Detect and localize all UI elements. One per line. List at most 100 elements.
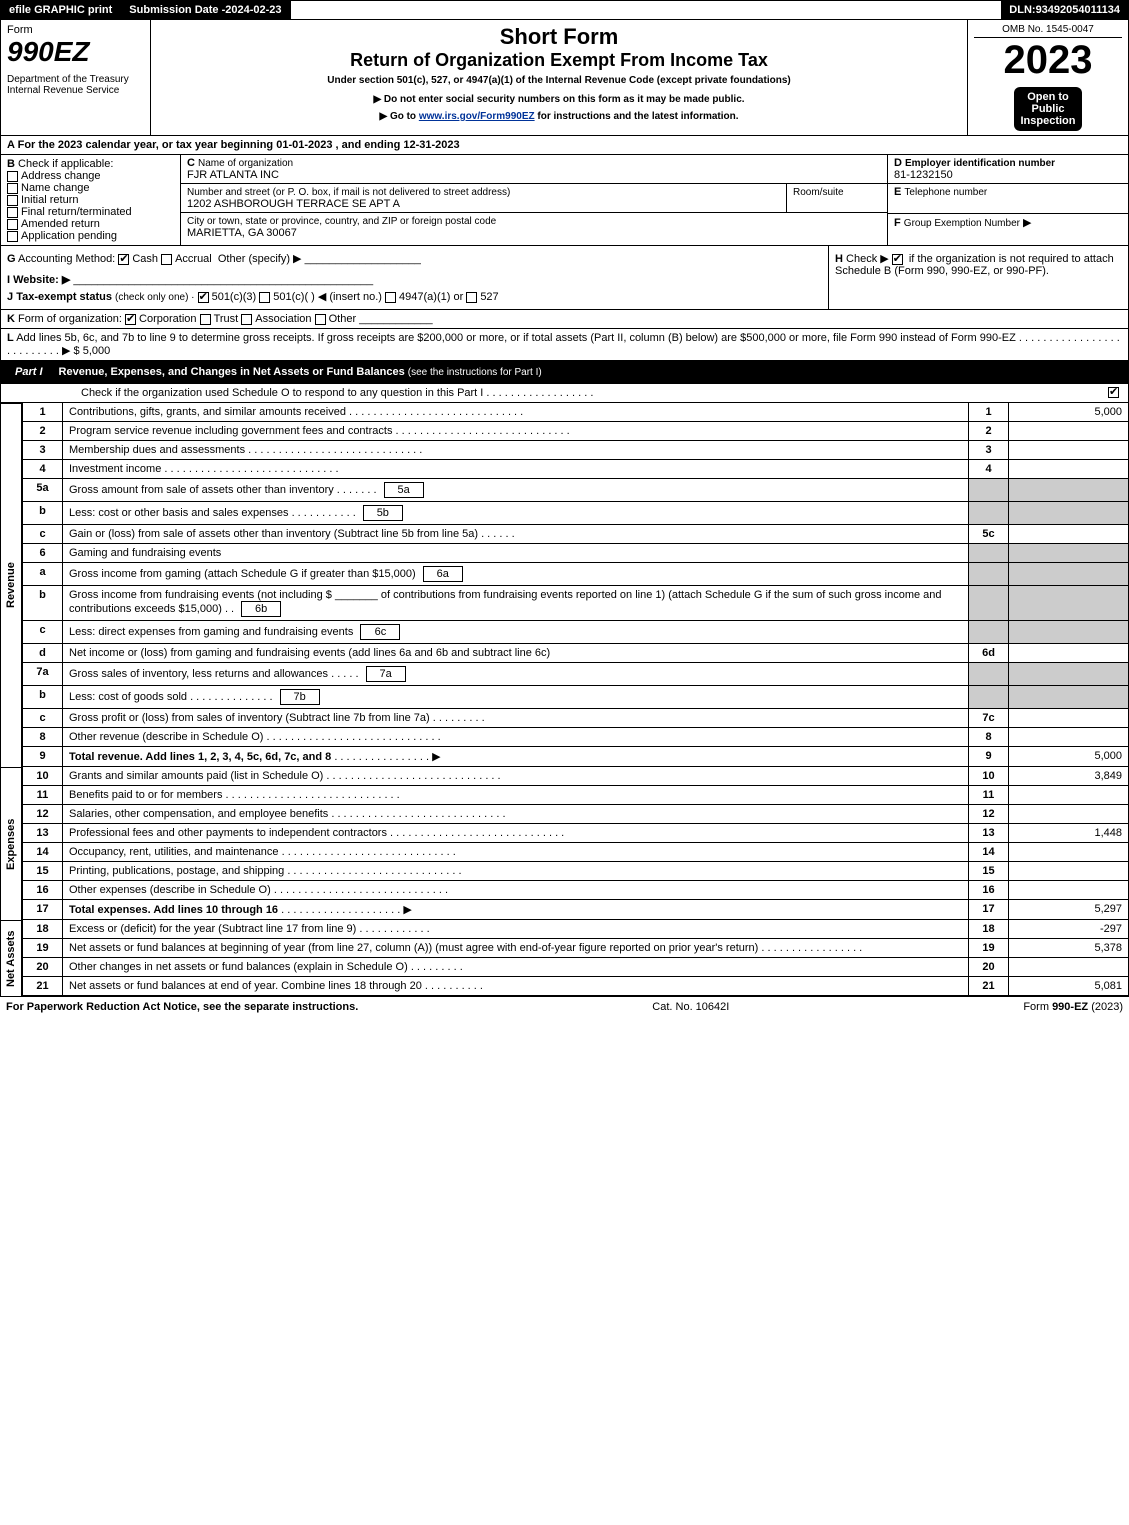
top-bar: efile GRAPHIC print Submission Date - 20… bbox=[0, 0, 1129, 20]
checkbox-other-org[interactable] bbox=[315, 314, 326, 325]
ln7c-text: Gross profit or (loss) from sales of inv… bbox=[63, 709, 969, 728]
tax-year: 2023 bbox=[974, 38, 1122, 83]
line-k: K Form of organization: Corporation Trus… bbox=[0, 310, 1129, 329]
ln14-text: Occupancy, rent, utilities, and maintena… bbox=[63, 843, 969, 862]
checkbox-application-pending[interactable] bbox=[7, 231, 18, 242]
checkbox-corporation[interactable] bbox=[125, 314, 136, 325]
ln14-amt bbox=[1009, 843, 1129, 862]
under-section: Under section 501(c), 527, or 4947(a)(1)… bbox=[157, 75, 961, 86]
k-other: Other bbox=[329, 313, 357, 325]
ln21-num: 21 bbox=[23, 977, 63, 996]
g-other: Other (specify) ▶ bbox=[218, 253, 302, 265]
checkbox-accrual[interactable] bbox=[161, 254, 172, 265]
ln6-text: Gaming and fundraising events bbox=[63, 544, 969, 563]
ln6-amt bbox=[1009, 544, 1129, 563]
part-1-note: (see the instructions for Part I) bbox=[408, 367, 542, 378]
org-address: 1202 ASHBOROUGH TERRACE SE APT A bbox=[187, 198, 400, 210]
checkbox-trust[interactable] bbox=[200, 314, 211, 325]
line-l: L Add lines 5b, 6c, and 7b to line 9 to … bbox=[0, 329, 1129, 361]
ln6a-num: a bbox=[23, 563, 63, 586]
ln17-text: Total expenses. Add lines 10 through 16 … bbox=[63, 900, 969, 920]
ln12-amt bbox=[1009, 805, 1129, 824]
form-word: Form bbox=[7, 24, 144, 36]
efile-print-label[interactable]: efile GRAPHIC print bbox=[1, 1, 121, 19]
irs-link[interactable]: www.irs.gov/Form990EZ bbox=[419, 111, 535, 122]
ln7a-num: 7a bbox=[23, 663, 63, 686]
ln7a-box: 7a bbox=[366, 666, 406, 682]
ln16-num: 16 bbox=[23, 881, 63, 900]
ln14-ref: 14 bbox=[969, 843, 1009, 862]
city-label: City or town, state or province, country… bbox=[187, 216, 496, 227]
ln12-num: 12 bbox=[23, 805, 63, 824]
part-1-check-text: Check if the organization used Schedule … bbox=[81, 387, 483, 399]
checkbox-final-return[interactable] bbox=[7, 207, 18, 218]
footer-left: For Paperwork Reduction Act Notice, see … bbox=[6, 1001, 358, 1013]
part-1-title: Revenue, Expenses, and Changes in Net As… bbox=[59, 366, 405, 378]
form-header: Form 990EZ Department of the Treasury In… bbox=[0, 20, 1129, 136]
section-def: D Employer identification number 81-1232… bbox=[888, 155, 1128, 245]
ln5a-ref bbox=[969, 479, 1009, 502]
return-title: Return of Organization Exempt From Incom… bbox=[157, 50, 961, 71]
ln5b-box: 5b bbox=[363, 505, 403, 521]
goto-line: ▶ Go to www.irs.gov/Form990EZ for instru… bbox=[157, 111, 961, 122]
b-item-4: Amended return bbox=[21, 218, 100, 230]
j-4947: 4947(a)(1) or bbox=[399, 291, 463, 303]
ln6a-amt bbox=[1009, 563, 1129, 586]
ln5a-num: 5a bbox=[23, 479, 63, 502]
checkbox-4947[interactable] bbox=[385, 292, 396, 303]
header-left: Form 990EZ Department of the Treasury In… bbox=[1, 20, 151, 135]
ln5b-ref bbox=[969, 502, 1009, 525]
ln7a-amt bbox=[1009, 663, 1129, 686]
ln6c-box: 6c bbox=[360, 624, 400, 640]
checkbox-address-change[interactable] bbox=[7, 171, 18, 182]
side-label-revenue: Revenue bbox=[0, 403, 22, 767]
checkbox-name-change[interactable] bbox=[7, 183, 18, 194]
ln13-amt: 1,448 bbox=[1009, 824, 1129, 843]
checkbox-501c[interactable] bbox=[259, 292, 270, 303]
ln21-text: Net assets or fund balances at end of ye… bbox=[63, 977, 969, 996]
topbar-spacer bbox=[291, 1, 1002, 19]
ln6b-box: 6b bbox=[241, 601, 281, 617]
checkbox-schedule-b[interactable] bbox=[892, 254, 903, 265]
ln12-ref: 12 bbox=[969, 805, 1009, 824]
k-assoc: Association bbox=[255, 313, 311, 325]
ln21-amt: 5,081 bbox=[1009, 977, 1129, 996]
footer-right: Form 990-EZ (2023) bbox=[1023, 1001, 1123, 1013]
checkbox-initial-return[interactable] bbox=[7, 195, 18, 206]
ln6a-box: 6a bbox=[423, 566, 463, 582]
room-label: Room/suite bbox=[793, 187, 844, 198]
checkbox-amended-return[interactable] bbox=[7, 219, 18, 230]
checkbox-501c3[interactable] bbox=[198, 292, 209, 303]
checkbox-527[interactable] bbox=[466, 292, 477, 303]
net-assets-table: 18Excess or (deficit) for the year (Subt… bbox=[22, 920, 1129, 996]
ln17-ref: 17 bbox=[969, 900, 1009, 920]
checkbox-cash[interactable] bbox=[118, 254, 129, 265]
ln6d-ref: 6d bbox=[969, 644, 1009, 663]
section-c: C Name of organization FJR ATLANTA INC N… bbox=[181, 155, 888, 245]
ln4-ref: 4 bbox=[969, 460, 1009, 479]
b-item-3: Final return/terminated bbox=[21, 206, 132, 218]
side-label-expenses: Expenses bbox=[0, 767, 22, 920]
b-item-5: Application pending bbox=[21, 230, 117, 242]
ln16-amt bbox=[1009, 881, 1129, 900]
short-form-title: Short Form bbox=[157, 24, 961, 50]
g-accrual: Accrual bbox=[175, 253, 212, 265]
ln6b-text: Gross income from fundraising events (no… bbox=[63, 586, 969, 621]
ln16-text: Other expenses (describe in Schedule O) bbox=[63, 881, 969, 900]
ln3-ref: 3 bbox=[969, 441, 1009, 460]
k-corp: Corporation bbox=[139, 313, 196, 325]
section-h: H Check ▶ if the organization is not req… bbox=[828, 246, 1128, 309]
checkbox-schedule-o-part1[interactable] bbox=[1108, 387, 1119, 398]
ln10-amt: 3,849 bbox=[1009, 767, 1129, 786]
ln4-text: Investment income bbox=[63, 460, 969, 479]
checkbox-association[interactable] bbox=[241, 314, 252, 325]
header-right: OMB No. 1545-0047 2023 Open to Public In… bbox=[968, 20, 1128, 135]
ln7c-amt bbox=[1009, 709, 1129, 728]
l-text: Add lines 5b, 6c, and 7b to line 9 to de… bbox=[16, 332, 1016, 344]
ln5c-num: c bbox=[23, 525, 63, 544]
page-footer: For Paperwork Reduction Act Notice, see … bbox=[0, 996, 1129, 1017]
dln-label: DLN: bbox=[1009, 4, 1035, 16]
ln3-num: 3 bbox=[23, 441, 63, 460]
ln6d-amt bbox=[1009, 644, 1129, 663]
ln6b-num: b bbox=[23, 586, 63, 621]
